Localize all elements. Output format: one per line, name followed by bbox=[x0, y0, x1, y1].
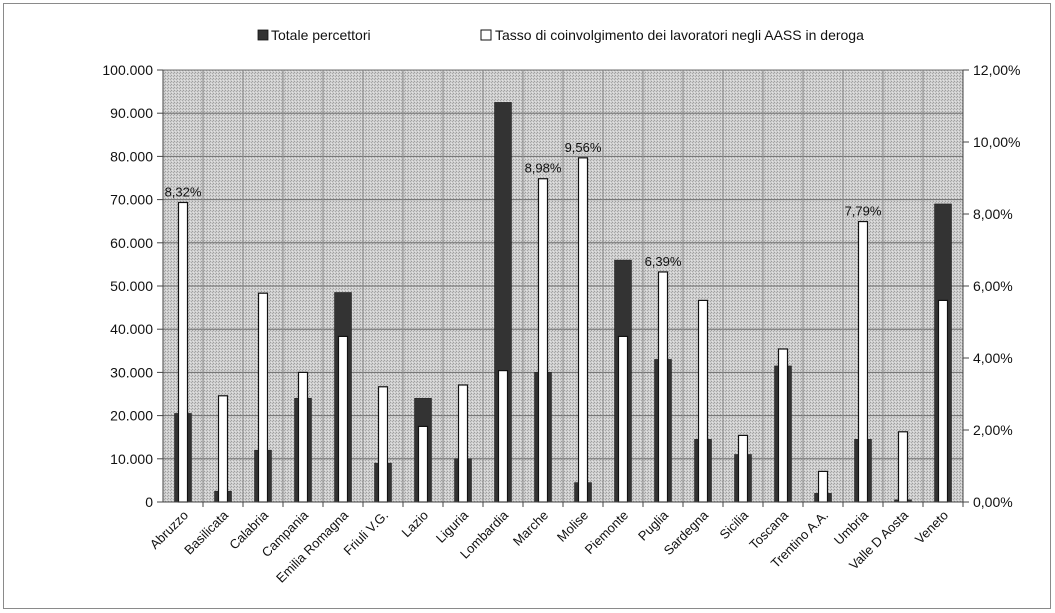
data-label: 8,98% bbox=[525, 161, 562, 176]
data-label: 8,32% bbox=[165, 184, 202, 199]
category-label: Molise bbox=[554, 508, 591, 545]
data-label: 7,79% bbox=[845, 204, 882, 219]
left-tick-label: 20.000 bbox=[110, 408, 153, 424]
left-tick-label: 30.000 bbox=[110, 364, 153, 380]
bar-tasso-coinvolgimento bbox=[777, 348, 789, 503]
right-tick-label: 6,00% bbox=[973, 278, 1013, 294]
bar-tasso-coinvolgimento bbox=[297, 371, 309, 503]
right-tick-label: 4,00% bbox=[973, 350, 1013, 366]
left-tick-label: 50.000 bbox=[110, 278, 153, 294]
bar-tasso-coinvolgimento bbox=[417, 425, 429, 503]
bar-tasso-coinvolgimento bbox=[457, 384, 469, 503]
left-tick-label: 40.000 bbox=[110, 321, 153, 337]
left-tick-label: 80.000 bbox=[110, 148, 153, 164]
axes-group bbox=[157, 69, 969, 507]
bar-tasso-coinvolgimento bbox=[337, 335, 349, 503]
category-label: Sardegna bbox=[661, 507, 712, 558]
bar-tasso-coinvolgimento bbox=[217, 395, 229, 503]
bar-tasso-coinvolgimento bbox=[497, 370, 509, 503]
bar-tasso-coinvolgimento bbox=[537, 178, 549, 503]
category-label: Liguria bbox=[433, 507, 472, 546]
gridlines bbox=[163, 69, 963, 503]
legend: Totale percettori Tasso di coinvolgimento… bbox=[257, 27, 864, 43]
right-tick-label: 8,00% bbox=[973, 206, 1013, 222]
right-tick-label: 10,00% bbox=[973, 134, 1020, 150]
category-label: Marche bbox=[510, 508, 551, 549]
category-label: Piemonte bbox=[582, 508, 631, 557]
left-tick-label: 0 bbox=[145, 494, 153, 510]
bar-tasso-coinvolgimento bbox=[177, 201, 189, 503]
bar-tasso-coinvolgimento bbox=[257, 292, 269, 503]
category-label: Veneto bbox=[912, 508, 951, 547]
right-tick-label: 12,00% bbox=[973, 62, 1020, 78]
bar-tasso-coinvolgimento bbox=[857, 220, 869, 503]
bar-tasso-coinvolgimento bbox=[697, 299, 709, 503]
left-tick-label: 70.000 bbox=[110, 192, 153, 208]
right-tick-label: 0,00% bbox=[973, 494, 1013, 510]
left-tick-label: 90.000 bbox=[110, 105, 153, 121]
category-label: Sicilia bbox=[716, 507, 751, 542]
data-label: 6,39% bbox=[645, 254, 682, 269]
left-tick-label: 100.000 bbox=[102, 62, 153, 78]
bar-tasso-coinvolgimento bbox=[577, 157, 589, 503]
category-label: Basilicata bbox=[181, 507, 231, 557]
legend-swatch-totale-percettori bbox=[257, 29, 269, 41]
legend-label-totale-percettori: Totale percettori bbox=[271, 27, 371, 43]
category-label: Emilia Romagna bbox=[273, 507, 352, 586]
category-label: Lazio bbox=[399, 508, 432, 541]
legend-label-tasso: Tasso di coinvolgimento dei lavoratori n… bbox=[495, 27, 864, 43]
bar-tasso-coinvolgimento bbox=[377, 386, 389, 503]
left-tick-label: 10.000 bbox=[110, 451, 153, 467]
bar-tasso-coinvolgimento bbox=[617, 335, 629, 503]
bar-tasso-coinvolgimento bbox=[897, 431, 909, 503]
bar-tasso-coinvolgimento bbox=[937, 299, 949, 503]
bar-tasso-coinvolgimento bbox=[817, 470, 829, 503]
legend-swatch-tasso bbox=[480, 29, 492, 41]
left-tick-label: 60.000 bbox=[110, 235, 153, 251]
right-tick-label: 2,00% bbox=[973, 422, 1013, 438]
bar-tasso-coinvolgimento bbox=[737, 434, 749, 503]
category-label: Puglia bbox=[635, 507, 672, 544]
data-label: 9,56% bbox=[565, 140, 602, 155]
bar-tasso-coinvolgimento bbox=[657, 271, 669, 503]
